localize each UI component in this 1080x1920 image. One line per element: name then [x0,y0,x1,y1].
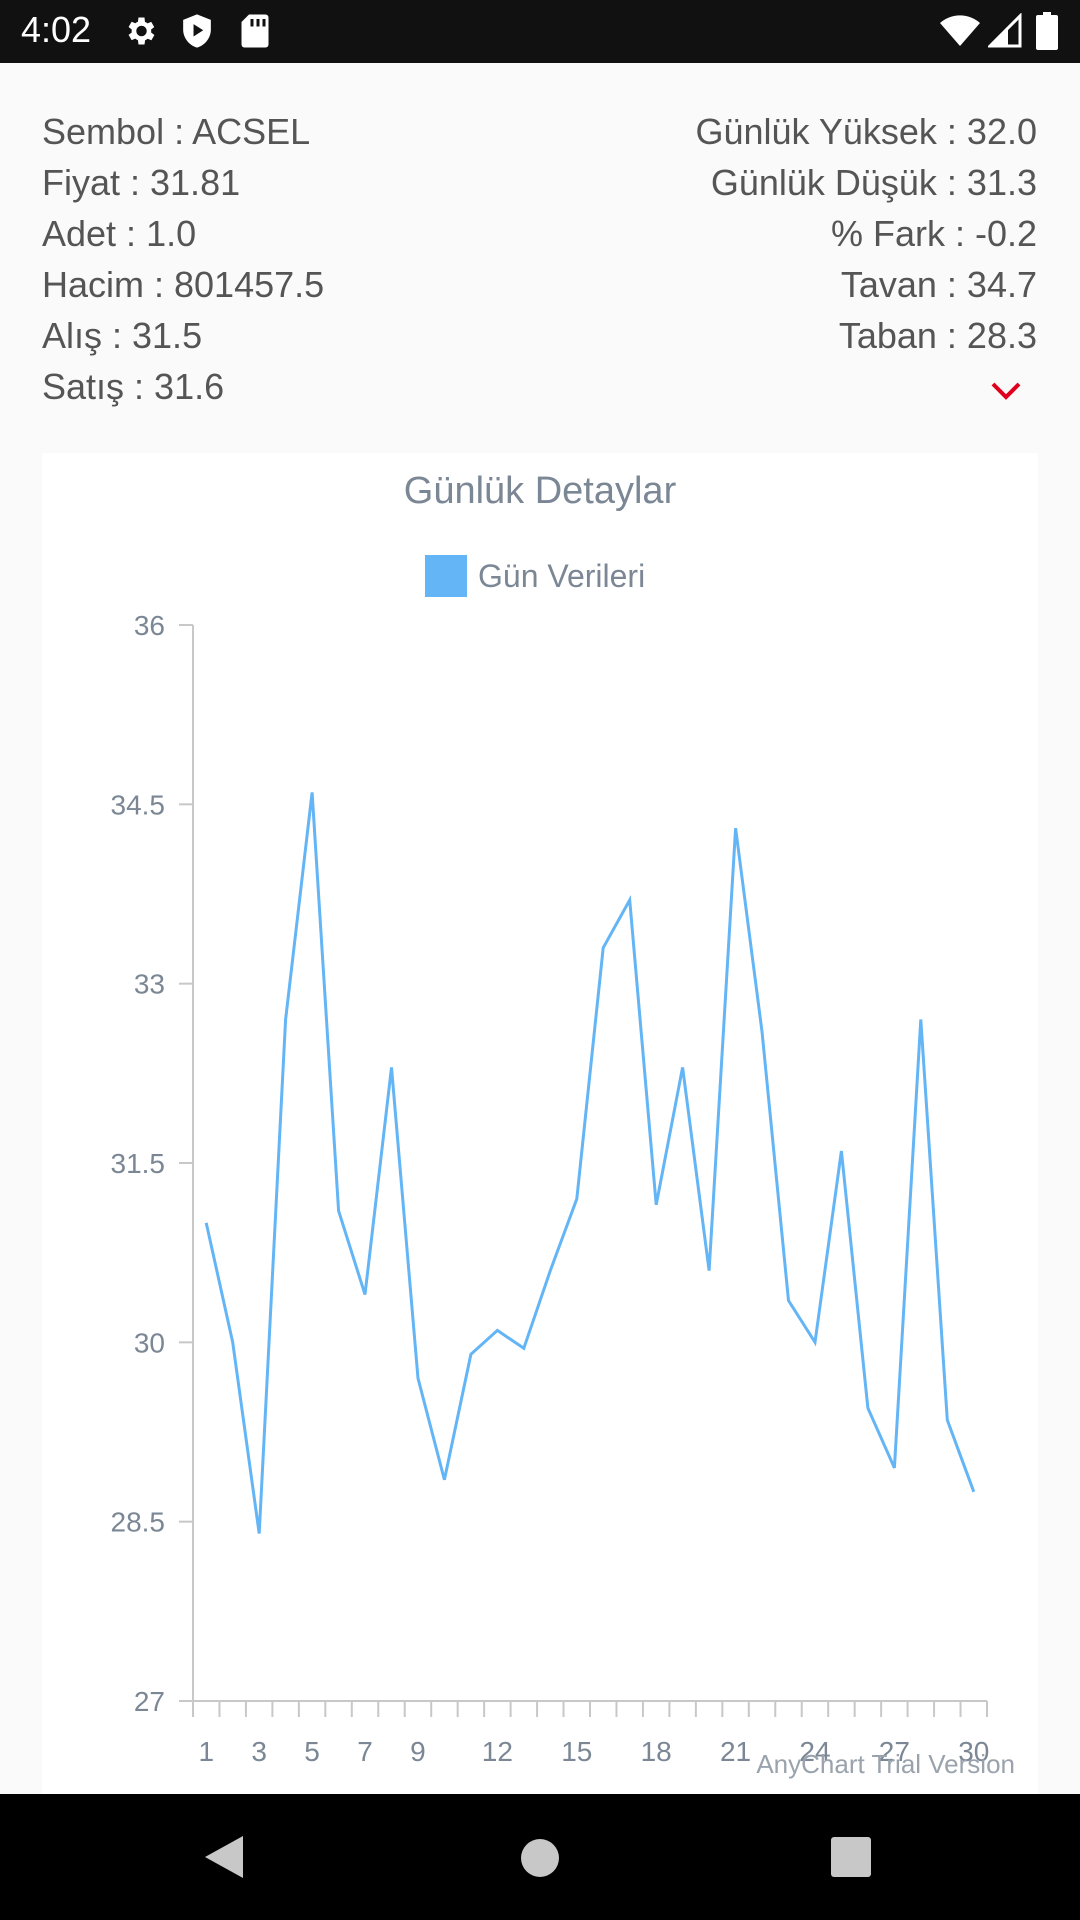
y-tick-label: 27 [134,1686,165,1717]
chart-card: Günlük Detaylar Gün Verileri 36 34.5 33 31.… [42,453,1038,1794]
symbol-text: Sembol : ACSEL [42,111,311,152]
shield-icon [180,13,214,54]
quantity-text: Adet : 1.0 [42,213,197,254]
y-tick-label: 30 [134,1327,165,1358]
volume-text: Hacim : 801457.5 [42,264,325,305]
x-tick-label: 3 [251,1736,267,1767]
ask-text: Satış : 31.6 [42,366,225,407]
stock-info-panel: Sembol : ACSEL Fiyat : 31.81 Adet : 1.0 … [0,63,1080,453]
chart-legend[interactable]: Gün Verileri [425,555,645,597]
x-tick-label: 27 [879,1736,910,1767]
recents-icon[interactable] [831,1837,871,1882]
x-tick-label: 12 [482,1736,513,1767]
x-tick-label: 5 [304,1736,320,1767]
x-tick-label: 1 [198,1736,214,1767]
x-tick-label: 21 [720,1736,751,1767]
status-time: 4:02 [21,9,92,50]
legend-label: Gün Verileri [478,558,645,594]
y-tick-label: 28.5 [111,1507,166,1538]
x-tick-label: 7 [357,1736,373,1767]
y-tick-label: 31.5 [111,1148,166,1179]
bid-text: Alış : 31.5 [42,315,203,356]
y-tick-label: 36 [134,610,165,641]
home-icon[interactable] [520,1838,560,1883]
status-bar: 4:02 [0,0,1080,63]
x-tick-label: 24 [799,1736,830,1767]
battery-icon [1036,12,1058,55]
navigation-bar [0,1794,1080,1920]
ceiling-price-text: Tavan : 34.7 [840,264,1037,305]
signal-icon [986,12,1022,54]
x-tick-label: 18 [641,1736,672,1767]
watermark-text: AnyChart Trial Version [756,1749,1015,1779]
y-axis: 36 34.5 33 31.5 30 28.5 27 [111,610,194,1717]
sd-card-icon [240,13,270,54]
series-layer [204,792,976,1534]
floor-price-text: Taban : 28.3 [838,315,1037,356]
x-tick-label: 15 [561,1736,592,1767]
series-line [204,792,976,1534]
y-tick-label: 34.5 [111,789,166,820]
price-text: Fiyat : 31.81 [42,162,241,203]
x-axis: 1 3 5 7 9 12 15 18 21 24 27 30 [192,1700,989,1767]
line-chart: Günlük Detaylar Gün Verileri 36 34.5 33 31.… [111,470,1016,1779]
daily-high-text: Günlük Yüksek : 32.0 [695,111,1037,152]
chart-title: Günlük Detaylar [404,470,677,512]
legend-swatch [425,555,467,597]
y-tick-label: 33 [134,969,165,1000]
back-icon[interactable] [203,1834,245,1885]
percent-change-text: % Fark : -0.2 [830,213,1037,254]
x-tick-label: 9 [410,1736,426,1767]
wifi-icon [940,13,980,54]
chevron-down-icon[interactable] [990,380,1022,407]
gear-icon [122,13,158,54]
x-tick-label: 30 [958,1736,989,1767]
daily-low-text: Günlük Düşük : 31.3 [710,162,1037,203]
